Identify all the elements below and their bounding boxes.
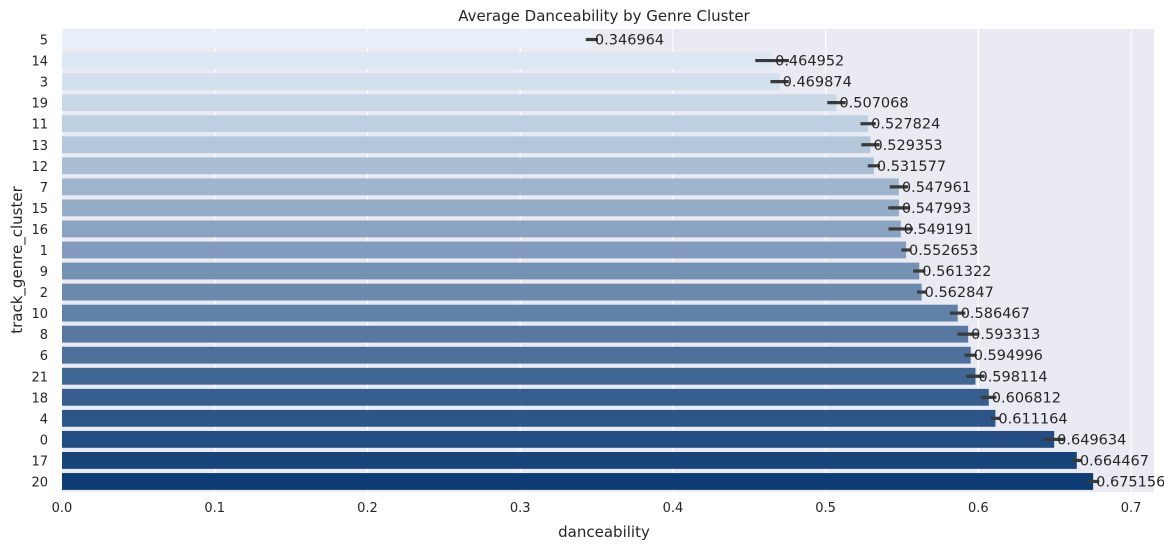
y-tick-label: 20	[31, 475, 48, 490]
bar	[62, 304, 958, 322]
y-tick-label: 4	[40, 412, 48, 427]
y-tick-label: 13	[31, 139, 48, 154]
y-tick-label: 15	[31, 202, 48, 217]
data-label: 0.469874	[783, 75, 852, 91]
y-tick-label: 17	[31, 454, 48, 469]
bar	[62, 409, 996, 427]
data-label: 0.586467	[961, 306, 1030, 322]
y-tick-label: 10	[31, 307, 48, 322]
data-label: 0.547993	[902, 201, 971, 217]
x-tick-labels: 0.0 0.1 0.2 0.3 0.4 0.5 0.6 0.7	[52, 501, 1142, 516]
x-axis-label: danceability	[558, 523, 650, 541]
data-label: 0.464952	[775, 54, 844, 70]
data-label: 0.594996	[974, 348, 1043, 364]
bar	[62, 262, 920, 280]
bar	[62, 178, 899, 196]
y-tick-label: 11	[31, 118, 48, 133]
chart-title: Average Danceability by Genre Cluster	[458, 7, 750, 25]
x-tick-label: 0.4	[663, 501, 684, 516]
data-label: 0.552653	[909, 243, 978, 259]
y-tick-label: 0	[40, 433, 48, 448]
y-tick-label: 2	[40, 286, 48, 301]
data-label: 0.529353	[873, 138, 942, 154]
bar	[62, 52, 773, 69]
x-tick-label: 0.6	[968, 501, 989, 516]
bar	[62, 388, 989, 406]
bar	[62, 157, 874, 175]
bar	[62, 241, 907, 259]
x-tick-label: 0.3	[510, 501, 531, 516]
data-label: 0.649634	[1057, 432, 1126, 448]
data-label: 0.346964	[595, 33, 664, 49]
bar	[62, 115, 869, 133]
y-tick-label: 9	[40, 265, 48, 280]
y-tick-label: 5	[40, 34, 48, 49]
bar	[62, 31, 592, 48]
y-tick-label: 3	[40, 76, 48, 91]
error-bars	[585, 37, 1100, 484]
data-label: 0.675156	[1096, 474, 1164, 490]
bar	[62, 283, 922, 301]
data-label: 0.606812	[992, 390, 1061, 406]
y-tick-label: 16	[31, 223, 48, 238]
y-tick-label: 18	[31, 391, 48, 406]
y-tick-label: 21	[31, 370, 48, 385]
y-tick-label: 7	[40, 181, 48, 196]
y-tick-label: 6	[40, 349, 48, 364]
x-tick-label: 0.1	[204, 501, 225, 516]
y-tick-label: 1	[40, 244, 48, 259]
data-label: 0.531577	[877, 159, 946, 175]
y-tick-label: 19	[31, 97, 48, 112]
data-label: 0.664467	[1080, 453, 1149, 469]
bar	[62, 199, 899, 217]
data-label: 0.593313	[971, 327, 1040, 343]
y-tick-label: 8	[40, 328, 48, 343]
bar	[62, 73, 780, 91]
data-label: 0.547961	[902, 180, 971, 196]
bar	[62, 367, 976, 385]
data-label: 0.598114	[978, 369, 1047, 385]
bar	[62, 430, 1055, 448]
x-tick-label: 0.7	[1121, 501, 1142, 516]
bar	[62, 136, 871, 154]
x-tick-label: 0.5	[815, 501, 836, 516]
data-label: 0.561322	[922, 264, 991, 280]
bar	[62, 473, 1094, 490]
data-label: 0.507068	[839, 96, 908, 112]
bar	[62, 452, 1077, 469]
x-tick-label: 0.0	[52, 501, 73, 516]
bars	[62, 31, 1094, 490]
data-label: 0.562847	[925, 285, 994, 301]
data-label: 0.611164	[998, 411, 1067, 427]
data-label: 0.549191	[904, 222, 973, 238]
data-labels: 0.346964 0.464952 0.469874 0.507068 0.527824…	[595, 33, 1164, 491]
bar	[62, 346, 971, 364]
x-tick-label: 0.2	[357, 501, 378, 516]
y-tick-label: 14	[31, 55, 48, 70]
bar	[62, 325, 969, 343]
bar	[62, 94, 837, 112]
bar	[62, 220, 901, 238]
y-tick-label: 12	[31, 160, 48, 175]
y-axis-label: track_genre_cluster	[8, 185, 27, 333]
data-label: 0.527824	[871, 117, 940, 133]
